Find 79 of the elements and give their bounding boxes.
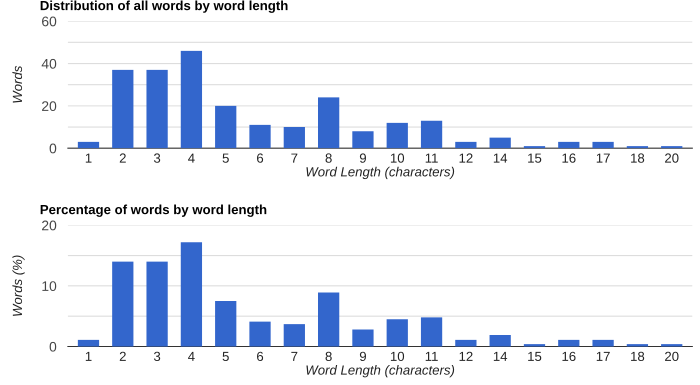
chart-title: Percentage of words by word length <box>40 204 266 217</box>
bar <box>455 142 477 148</box>
x-tick-label: 8 <box>326 153 332 163</box>
bar <box>146 262 168 346</box>
bar <box>78 142 100 148</box>
x-axis-title: Word Length (characters) <box>306 166 454 180</box>
x-tick-label: 5 <box>222 352 229 362</box>
bar <box>180 50 202 148</box>
bar <box>455 340 477 346</box>
bar <box>112 262 134 346</box>
x-tick-label: 2 <box>120 153 126 163</box>
x-tick-label: 5 <box>222 154 229 163</box>
x-tick-label: 20 <box>665 153 679 163</box>
bar <box>420 317 442 346</box>
x-tick-label: 3 <box>154 352 160 362</box>
y-axis-title: Words <box>12 66 22 103</box>
x-tick-label: 8 <box>326 352 332 362</box>
bar <box>215 106 236 148</box>
bar <box>284 127 305 148</box>
bar <box>215 301 236 346</box>
y-axis-title: Words (%) <box>12 255 25 316</box>
bar <box>249 322 271 346</box>
bar <box>284 324 305 346</box>
y-tick-label: 60 <box>42 16 56 26</box>
y-tick-label: 0 <box>50 342 56 352</box>
bar <box>490 138 511 148</box>
x-tick-label: 1 <box>86 352 92 361</box>
bar <box>78 340 100 346</box>
bar <box>352 131 374 148</box>
bar <box>318 292 340 346</box>
x-tick-label: 12 <box>460 352 473 361</box>
bar <box>558 142 580 148</box>
x-tick-label: 7 <box>291 154 298 163</box>
y-tick-label: 20 <box>42 101 56 112</box>
x-tick-label: 17 <box>596 352 610 361</box>
x-tick-label: 10 <box>390 153 404 163</box>
bar <box>352 330 374 346</box>
x-tick-label: 2 <box>120 352 126 361</box>
x-tick-label: 16 <box>562 153 576 163</box>
x-tick-label: 20 <box>665 352 679 362</box>
bar <box>318 97 340 148</box>
x-tick-label: 7 <box>291 352 298 361</box>
bar <box>386 122 408 148</box>
x-tick-label: 18 <box>631 153 644 163</box>
bar <box>146 70 168 148</box>
x-tick-label: 14 <box>494 154 508 163</box>
bar <box>592 340 614 346</box>
bar <box>558 340 580 346</box>
x-tick-label: 18 <box>631 352 644 362</box>
x-tick-label: 16 <box>562 352 576 362</box>
bar <box>420 120 442 148</box>
x-tick-label: 3 <box>154 153 160 163</box>
bar <box>490 334 511 346</box>
x-tick-label: 17 <box>596 154 610 163</box>
chart-title: Distribution of all words by word length <box>40 0 288 13</box>
x-tick-label: 4 <box>188 352 195 361</box>
x-axis-title: Word Length (characters) <box>306 365 454 378</box>
x-tick-label: 10 <box>390 352 404 362</box>
bar <box>249 124 271 148</box>
x-tick-label: 6 <box>257 153 264 163</box>
bar <box>180 242 202 346</box>
x-tick-label: 15 <box>528 154 542 163</box>
y-tick-label: 0 <box>50 144 56 154</box>
y-tick-label: 10 <box>42 281 56 292</box>
bar <box>386 319 408 346</box>
y-tick-label: 20 <box>42 220 56 230</box>
x-tick-label: 4 <box>188 154 195 163</box>
y-tick-label: 40 <box>42 58 56 69</box>
x-tick-label: 15 <box>528 352 542 362</box>
x-tick-label: 6 <box>257 352 264 362</box>
x-tick-label: 12 <box>460 153 473 163</box>
x-tick-label: 14 <box>494 352 508 361</box>
bar <box>592 142 614 148</box>
bar <box>112 70 134 148</box>
x-tick-label: 9 <box>360 352 366 362</box>
x-tick-label: 11 <box>426 154 438 163</box>
x-tick-label: 11 <box>426 352 438 361</box>
x-tick-label: 9 <box>360 153 366 163</box>
x-tick-label: 1 <box>86 154 92 163</box>
